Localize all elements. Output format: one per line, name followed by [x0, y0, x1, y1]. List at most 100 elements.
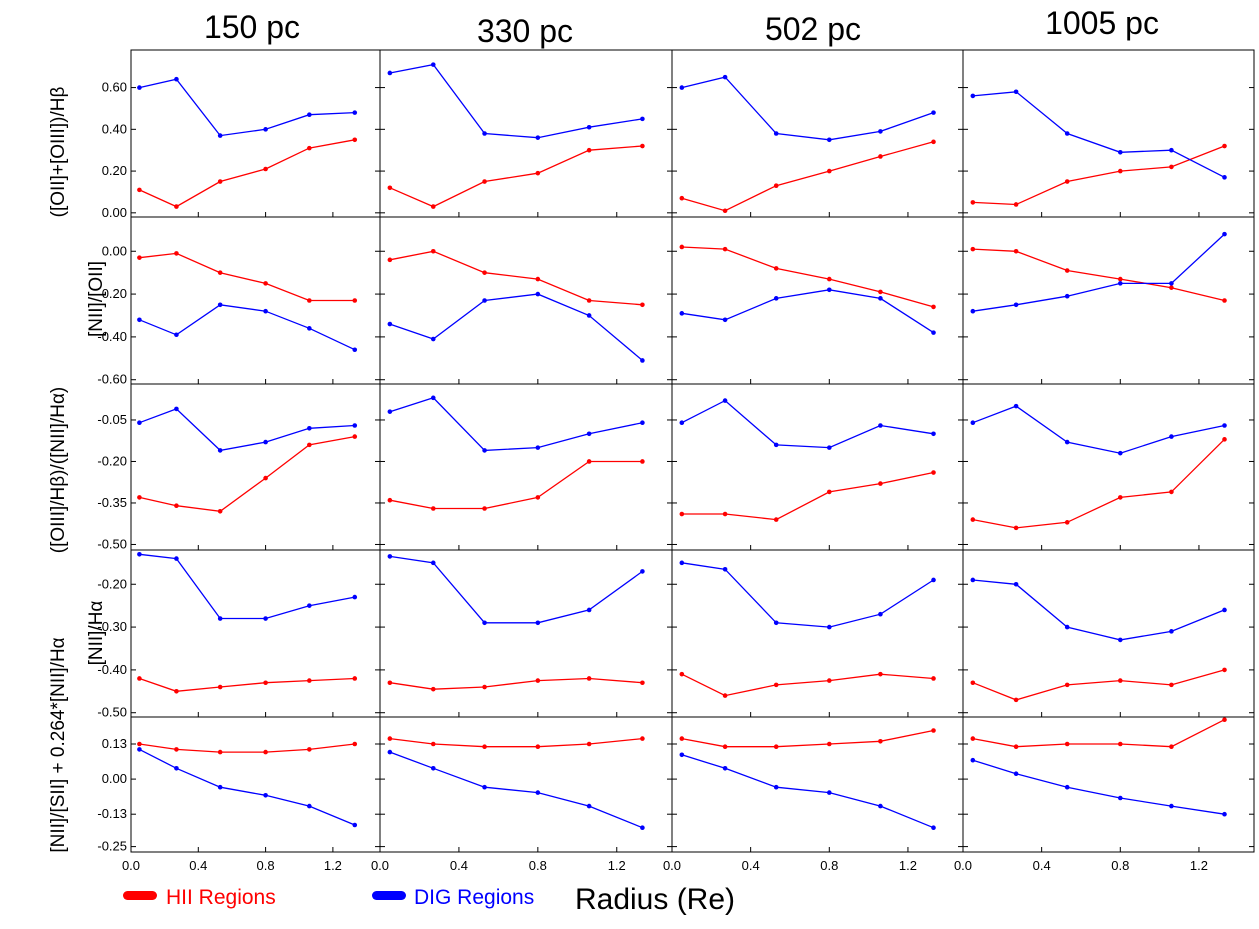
panel — [379, 216, 673, 385]
dig-data-point — [1222, 175, 1227, 180]
dig-data-point — [878, 129, 883, 134]
panel — [962, 549, 1255, 718]
hii-series-line — [389, 677, 643, 690]
hii-data-point — [307, 747, 312, 752]
hii-data-point — [263, 475, 268, 481]
dig-data-point — [640, 358, 645, 363]
dig-data-point — [263, 439, 268, 445]
hii-data-point — [773, 682, 779, 688]
panel — [671, 216, 964, 385]
y-tick-label: -0.40 — [97, 662, 127, 677]
panel-frame — [962, 716, 1255, 853]
hii-data-point — [430, 686, 436, 692]
y-tick-label: 0.13 — [102, 736, 127, 751]
x-tick-label: 0.8 — [257, 858, 275, 873]
dig-data-point — [722, 566, 728, 572]
hii-data-point — [430, 506, 436, 511]
dig-data-point — [826, 624, 832, 630]
dig-data-point — [137, 551, 142, 557]
dig-series-line — [972, 759, 1225, 815]
panel — [671, 716, 964, 853]
hii-data-point — [387, 185, 393, 191]
hii-series-line — [139, 139, 355, 208]
hii-data-point — [931, 676, 936, 681]
hii-data-point — [640, 459, 645, 464]
y-tick-label: 0.00 — [102, 205, 127, 220]
panel-frame — [962, 216, 1255, 385]
panel-frame — [962, 49, 1255, 218]
dig-data-point — [931, 110, 936, 115]
hii-data-point — [1013, 202, 1019, 207]
dig-data-point — [1222, 231, 1227, 237]
dig-data-point — [535, 291, 541, 297]
hii-data-point — [137, 676, 142, 681]
hii-data-point — [970, 680, 976, 686]
panel-frame — [962, 549, 1255, 718]
column-title: 1005 pc — [1045, 5, 1159, 41]
x-tick-label: 0.4 — [1033, 858, 1051, 873]
dig-data-point — [137, 747, 142, 752]
hii-series-line — [389, 737, 643, 748]
legend: HII Regions DIG Regions — [123, 886, 534, 909]
hii-data-point — [307, 442, 312, 448]
dig-data-point — [1117, 795, 1123, 801]
hii-data-point — [217, 270, 223, 275]
hii-series-line — [681, 141, 934, 212]
dig-data-point — [430, 336, 436, 342]
x-tick-label: 0.8 — [529, 858, 547, 873]
y-tick-label: -0.25 — [97, 839, 127, 854]
hii-data-point — [826, 168, 832, 174]
hii-data-point — [1222, 717, 1227, 722]
panel-frame — [671, 549, 964, 718]
dig-data-point — [387, 70, 393, 76]
hii-data-point — [931, 470, 936, 475]
dig-data-point — [352, 594, 358, 600]
legend-label-hii: HII Regions — [166, 886, 276, 909]
hii-series-line — [389, 250, 643, 306]
hii-series-line — [139, 677, 355, 692]
dig-data-point — [174, 556, 179, 561]
hii-data-point — [1169, 744, 1174, 749]
hii-series-line — [139, 252, 355, 302]
hii-data-point — [1117, 678, 1123, 683]
dig-data-point — [826, 137, 832, 143]
dig-data-point — [586, 313, 592, 318]
dig-data-point — [1064, 624, 1070, 630]
hii-series-line — [389, 460, 643, 510]
hii-data-point — [137, 255, 142, 260]
column-title: 330 pc — [477, 13, 573, 49]
dig-data-point — [482, 784, 487, 790]
hii-series-line — [389, 145, 643, 208]
hii-data-point — [679, 736, 685, 741]
panel-frame — [671, 216, 964, 385]
dig-data-point — [826, 790, 832, 795]
x-tick-label: 0.4 — [450, 858, 468, 873]
x-tick-label: 1.2 — [899, 858, 917, 873]
panel-frame — [671, 49, 964, 218]
dig-data-point — [1169, 434, 1174, 439]
y-tick-label: 0.40 — [102, 121, 127, 136]
dig-data-point — [722, 766, 728, 771]
hii-data-point — [1222, 667, 1227, 673]
dig-data-point — [878, 296, 883, 301]
dig-data-point — [482, 298, 487, 303]
dig-data-point — [217, 133, 223, 138]
hii-data-point — [970, 200, 976, 205]
dig-data-point — [679, 85, 685, 90]
dig-data-point — [482, 131, 487, 136]
hii-data-point — [722, 246, 728, 252]
hii-data-point — [217, 179, 223, 184]
y-axis-label: ([OII]+[OIII])/Hβ — [48, 87, 69, 218]
hii-data-point — [878, 739, 883, 744]
panel — [671, 549, 964, 718]
dig-data-point — [307, 112, 312, 118]
panels: 0.00 0.20 0.40 0.60 0.00 -0.20 -0.40 -0.60 -0.05… — [97, 49, 1255, 854]
hii-data-point — [826, 741, 832, 747]
hii-data-point — [387, 257, 393, 263]
dig-data-point — [174, 406, 179, 412]
x-tick-label: 0.8 — [1111, 858, 1129, 873]
dig-data-point — [679, 560, 685, 566]
panel — [962, 216, 1255, 385]
hii-data-point — [679, 671, 685, 677]
